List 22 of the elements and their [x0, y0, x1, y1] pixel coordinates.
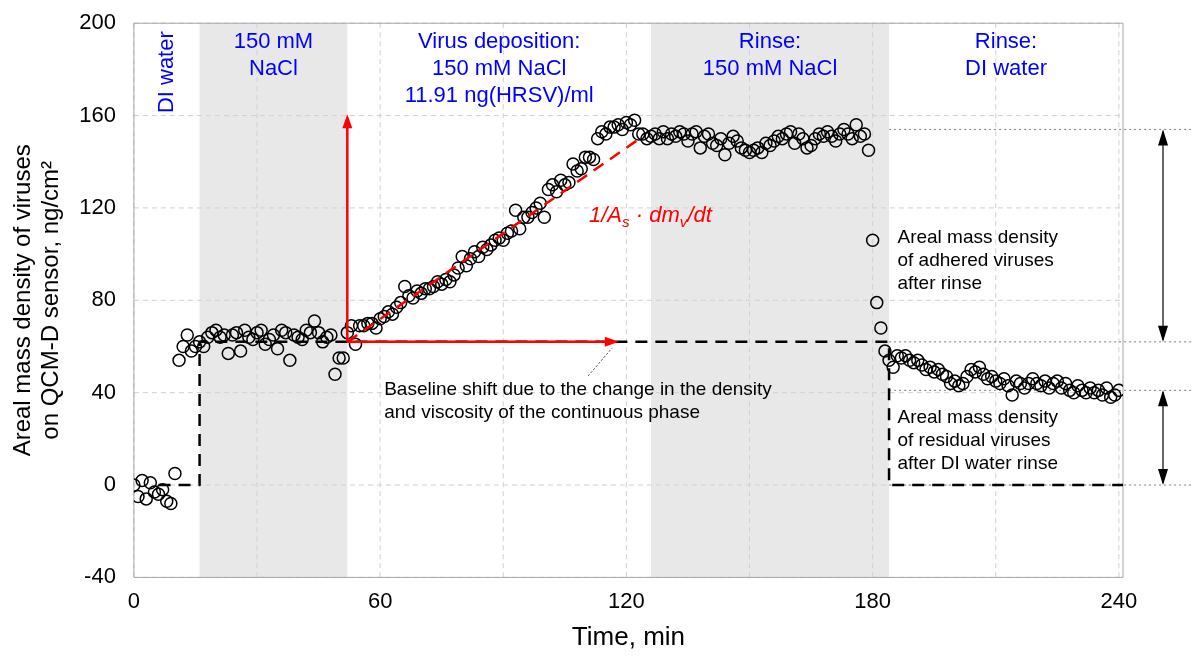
y-tick-label: 40: [91, 378, 116, 404]
annotation: Baseline shift due to the change in the density and viscosity of the continuous phase: [384, 377, 773, 422]
annotation: Rinse: DI water: [965, 28, 1047, 81]
y-axis-title: Areal mass density of viruses on QCM-D sensor, ng/cm²: [8, 144, 64, 457]
annotation: Areal mass density of adhered viruses after rinse: [897, 225, 1059, 293]
y-tick-label: 80: [91, 286, 116, 312]
y-tick-label: -40: [84, 563, 116, 589]
band-label: Rinse: 150 mM NaCl: [702, 28, 838, 81]
x-tick-label: 0: [127, 587, 141, 613]
y-tick-label: 120: [79, 194, 116, 219]
band-label: 150 mM NaCl: [233, 28, 314, 81]
x-tick-label: 240: [1100, 587, 1138, 613]
annotation: DI water: [152, 31, 178, 114]
y-tick-label: 160: [79, 101, 116, 127]
x-axis-title: Time, min: [571, 620, 686, 651]
x-tick-label: 120: [608, 587, 645, 613]
y-tick-label: 0: [103, 471, 116, 497]
annotation: Virus deposition: 150 mM NaCl 11.91 ng(HRSV)/ml: [404, 28, 594, 108]
annotation: Areal mass density of residual viruses after DI water rinse: [897, 406, 1059, 474]
y-tick-label: 200: [79, 9, 116, 35]
x-tick-label: 180: [854, 587, 892, 613]
x-tick-label: 60: [367, 587, 393, 613]
